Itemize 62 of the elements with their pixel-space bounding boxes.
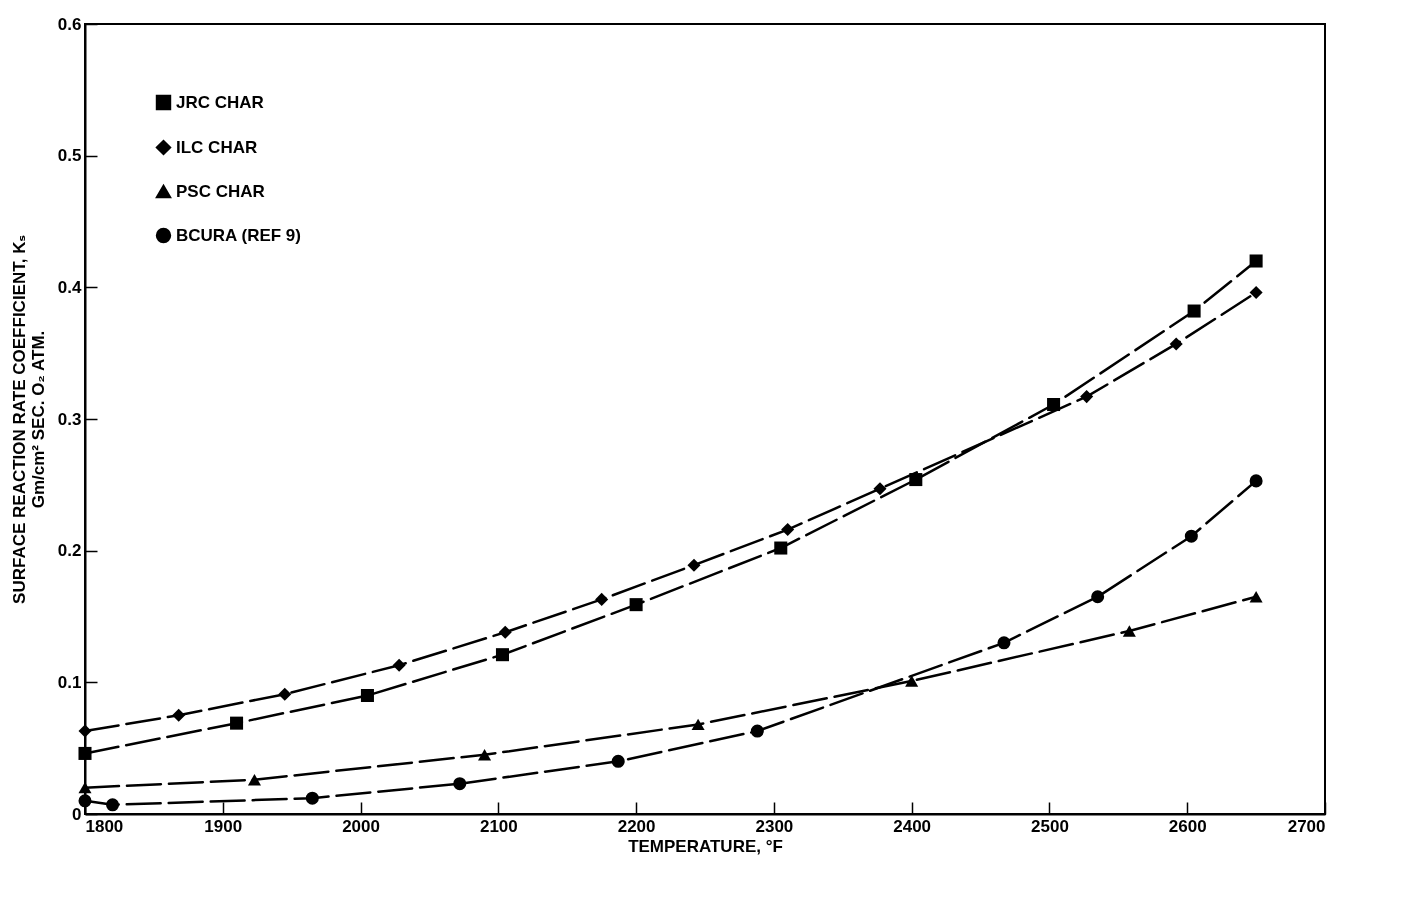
y-tick-label: 0.6 [57,14,82,34]
point [1187,304,1201,318]
point [172,708,186,722]
point [478,749,492,761]
y-tick-label: 0 [72,804,82,824]
legend-label: BCURA (REF 9) [176,225,301,245]
point [1249,254,1263,268]
point [629,598,643,612]
point [909,473,923,487]
point [106,798,120,812]
point [230,716,244,730]
x-tick-label: 2600 [1168,816,1207,836]
point [495,648,509,662]
point [774,541,788,555]
point [1169,337,1183,351]
point [1184,529,1198,543]
point [305,791,319,805]
x-tick-label: 1800 [85,816,124,836]
point [392,658,406,672]
point [1122,625,1136,637]
point [997,636,1011,650]
point [691,718,705,731]
point [1249,474,1263,488]
point [1249,591,1263,603]
point [498,625,512,639]
legend-label: JRC CHAR [176,92,264,112]
point [247,774,261,786]
x-tick-label: 2200 [617,816,656,836]
point [687,558,701,572]
point [453,777,467,791]
legend-label: ILC CHAR [176,137,258,157]
point [1249,286,1263,300]
point [78,746,92,760]
point [1091,590,1105,604]
point [905,675,919,687]
y-axis-title: SURFACE REACTION RATE COEFFICIENT, Kₛ Gm/cm² SEC. O₂ ATM. [9,235,48,604]
x-axis-title: TEMPERATURE, °F [628,836,783,856]
x-tick-label: 2700 [1287,816,1326,836]
point [611,754,625,768]
y-tick-label: 0.2 [57,541,82,561]
point [873,482,887,496]
y-tick-label: 0.1 [57,672,82,692]
x-tick-label: 1900 [204,816,243,836]
y-tick-label: 0.3 [57,409,82,429]
point [78,782,92,794]
point [781,523,795,537]
x-tick-label: 2300 [755,816,794,836]
x-tick-label: 2100 [479,816,518,836]
point [360,688,374,703]
point [595,592,609,606]
point [1080,390,1094,404]
legend-label: PSC CHAR [176,181,265,201]
point [78,724,92,738]
y-tick-label: 0.4 [57,277,83,297]
point [78,794,92,808]
x-tick-label: 2400 [893,816,932,836]
point [1047,398,1061,412]
point [278,687,292,701]
x-tick-label: 2000 [342,816,380,836]
x-tick-label: 2500 [1031,816,1069,836]
point [750,724,764,738]
y-tick-label: 0.5 [57,146,82,166]
